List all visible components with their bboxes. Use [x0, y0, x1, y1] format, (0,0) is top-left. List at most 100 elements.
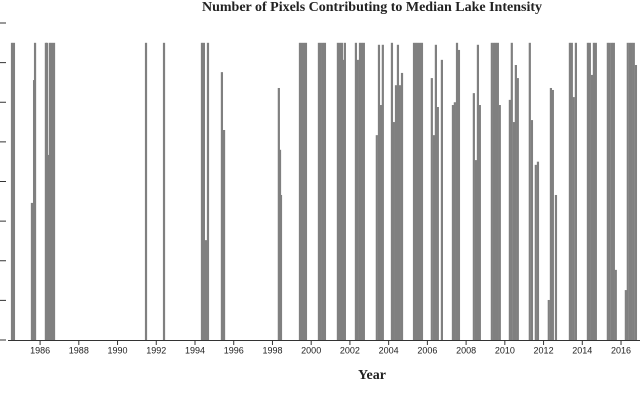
- bar: [630, 42, 633, 340]
- bar: [628, 42, 632, 340]
- bar: [394, 85, 398, 341]
- bar: [478, 105, 481, 341]
- bar: [612, 42, 615, 340]
- bar: [472, 93, 475, 340]
- bar: [592, 42, 596, 340]
- bar: [319, 42, 322, 340]
- bar: [430, 78, 433, 341]
- bar: [302, 42, 306, 340]
- x-tick-label: 2006: [417, 345, 437, 355]
- bar: [358, 42, 362, 340]
- bar: [634, 65, 638, 340]
- bar: [204, 240, 208, 340]
- bar: [574, 42, 578, 340]
- bar: [547, 299, 550, 340]
- bar: [343, 42, 346, 340]
- bar: [52, 42, 56, 340]
- bar: [375, 135, 378, 340]
- bar: [508, 99, 511, 340]
- bar: [632, 42, 635, 340]
- bar: [568, 42, 572, 340]
- bar: [436, 107, 439, 340]
- bar: [162, 42, 166, 340]
- x-tick-label: 1996: [224, 345, 244, 355]
- bar: [202, 42, 206, 340]
- bar: [298, 42, 302, 340]
- bar: [554, 194, 558, 340]
- bar: [277, 87, 280, 340]
- bar: [222, 129, 226, 340]
- bar: [496, 42, 499, 340]
- chart-title: Number of Pixels Contributing to Median …: [202, 0, 542, 15]
- bar: [455, 42, 459, 340]
- x-tick-label: 1998: [262, 345, 282, 355]
- bar: [336, 42, 340, 340]
- bar: [453, 102, 456, 340]
- bar: [614, 269, 617, 340]
- bar: [356, 59, 359, 340]
- bar: [494, 42, 498, 340]
- bar: [510, 42, 513, 340]
- bar: [144, 42, 148, 340]
- bar: [10, 42, 14, 340]
- bar: [530, 120, 534, 340]
- x-tick-label: 2000: [301, 345, 321, 355]
- bar: [200, 42, 204, 340]
- bar: [570, 42, 573, 340]
- bar: [317, 42, 321, 340]
- bar: [474, 160, 478, 340]
- bar: [279, 194, 283, 340]
- bar: [514, 65, 517, 340]
- bar: [321, 42, 325, 340]
- bar: [392, 122, 395, 340]
- bar: [440, 59, 444, 340]
- x-tick-label: 2002: [340, 345, 360, 355]
- bar: [588, 42, 591, 340]
- bar: [418, 42, 422, 340]
- bar: [492, 42, 496, 340]
- bar: [340, 42, 344, 340]
- x-tick-label: 1988: [69, 345, 89, 355]
- bar: [300, 42, 303, 340]
- bar: [476, 44, 480, 340]
- bar: [390, 42, 394, 340]
- bar: [33, 42, 37, 340]
- bar: [624, 290, 627, 340]
- bar: [412, 42, 416, 340]
- bar: [398, 85, 401, 341]
- x-tick-label: 2004: [379, 345, 399, 355]
- bar: [30, 202, 34, 340]
- bar: [536, 161, 540, 340]
- bar: [396, 44, 400, 340]
- bar: [12, 42, 16, 340]
- bar: [304, 42, 308, 340]
- bar: [420, 42, 424, 340]
- bar: [220, 72, 224, 340]
- bar: [360, 42, 364, 340]
- bar: [31, 309, 35, 340]
- bar: [362, 42, 365, 340]
- bar: [512, 122, 516, 340]
- bar: [590, 74, 594, 340]
- x-axis-title: Year: [358, 368, 386, 383]
- x-tick-label: 2010: [495, 345, 515, 355]
- bar: [323, 42, 327, 340]
- bar: [48, 42, 52, 340]
- bar: [551, 89, 554, 340]
- bar: [434, 44, 437, 340]
- x-tick-label: 1994: [185, 345, 205, 355]
- x-tick-label: 2012: [534, 345, 554, 355]
- x-tick-label: 2014: [572, 345, 592, 355]
- bar: [416, 42, 419, 340]
- bar: [381, 44, 384, 340]
- bar: [606, 42, 609, 340]
- bar: [528, 42, 531, 340]
- bar: [206, 42, 210, 340]
- bar: [490, 42, 493, 340]
- x-tick-label: 2008: [456, 345, 476, 355]
- bar: [586, 42, 590, 340]
- bar: [379, 105, 383, 341]
- bar: [626, 42, 629, 340]
- bar: [44, 42, 47, 340]
- x-tick-label: 2016: [611, 345, 631, 355]
